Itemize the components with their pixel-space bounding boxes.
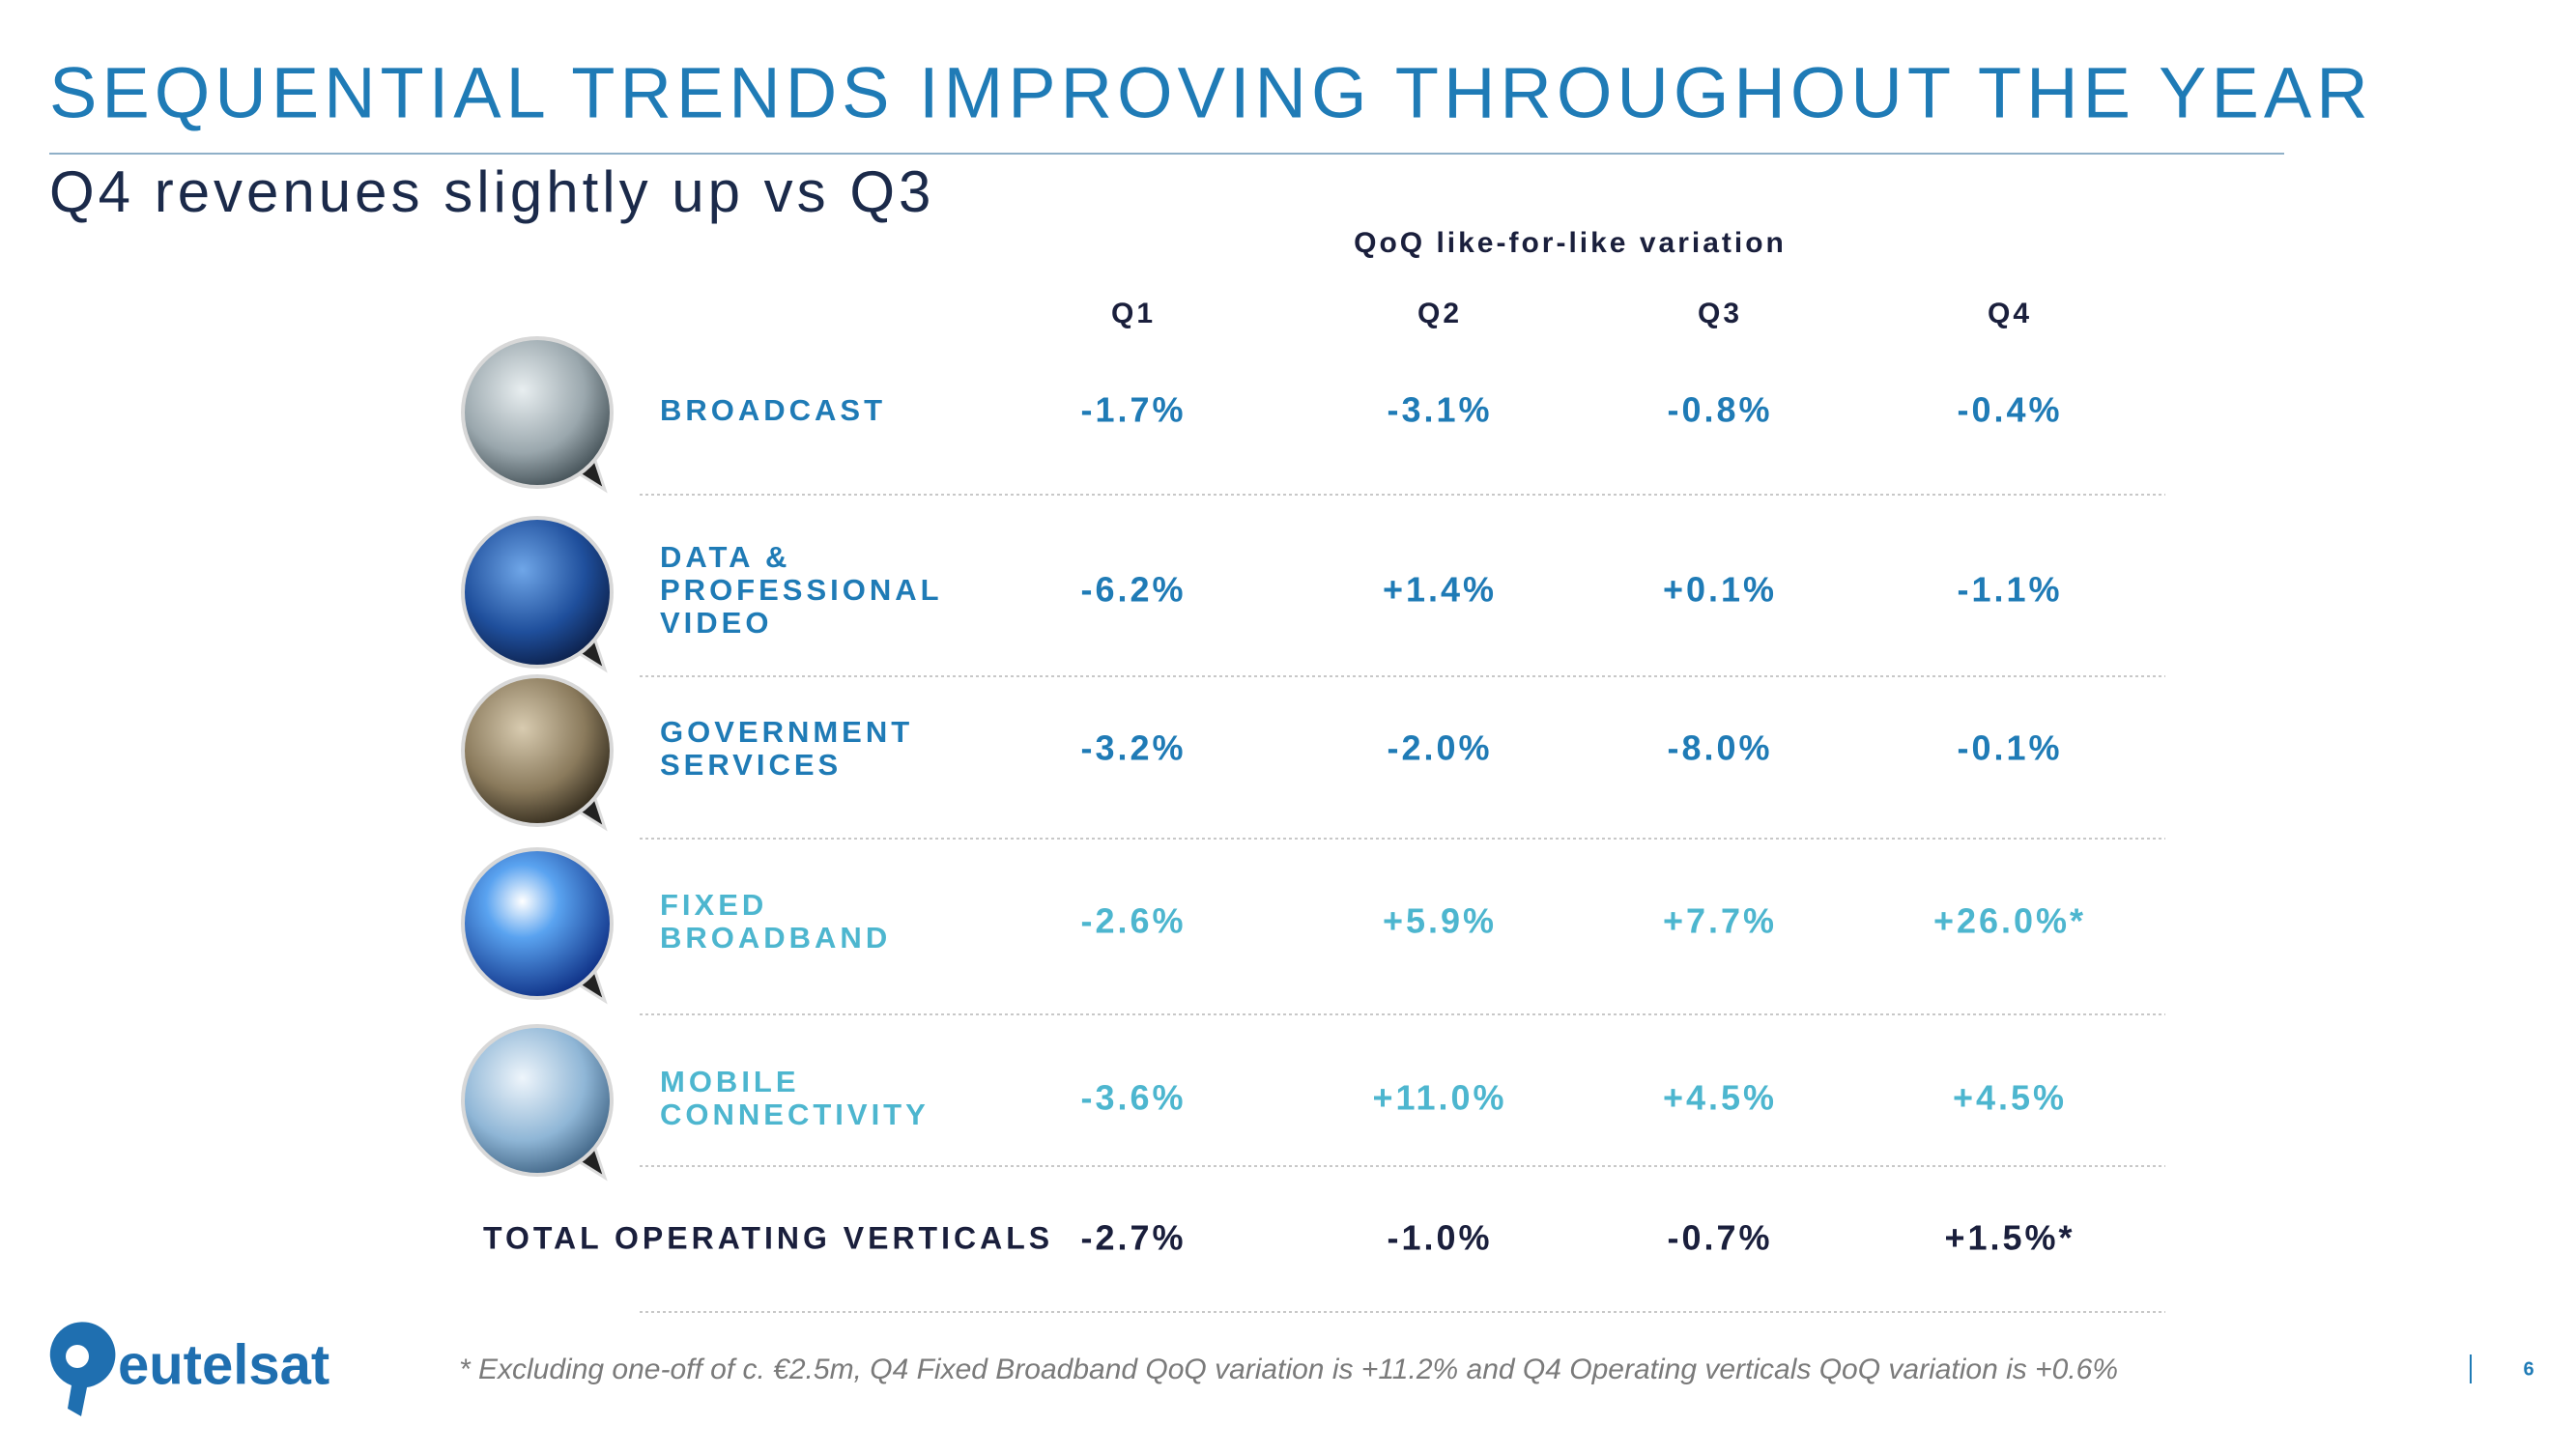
- column-header: Q1: [1111, 298, 1156, 329]
- total-value: -2.7%: [1080, 1218, 1186, 1258]
- row-label: BROADBAND: [660, 921, 891, 955]
- cell-value: -6.2%: [1080, 570, 1186, 610]
- logo-text: eutelsat: [118, 1333, 329, 1396]
- table-caption: QoQ like-for-like variation: [1354, 227, 1787, 259]
- total-value: -0.7%: [1667, 1218, 1772, 1258]
- logo: eutelsat: [49, 1322, 329, 1416]
- row-label: DATA &: [660, 540, 790, 574]
- row-icon: [461, 1024, 614, 1177]
- cell-value: -0.8%: [1667, 390, 1772, 430]
- page-number: 6: [2523, 1358, 2533, 1380]
- slide-subtitle: Q4 revenues slightly up vs Q3: [49, 159, 934, 224]
- cell-value: -2.0%: [1387, 728, 1492, 768]
- row-label: BROADCAST: [660, 393, 886, 427]
- logo-icon: [49, 1322, 116, 1416]
- total-value: -1.0%: [1387, 1218, 1492, 1258]
- cell-value: +0.1%: [1663, 570, 1777, 610]
- row-icon: [461, 847, 614, 1000]
- cell-value: -0.4%: [1957, 390, 2062, 430]
- row-label: FIXED: [660, 888, 767, 922]
- slide-title: SEQUENTIAL TRENDS IMPROVING THROUGHOUT T…: [49, 53, 2373, 133]
- cell-value: +1.4%: [1383, 570, 1497, 610]
- row-icon: [461, 516, 614, 669]
- footnote: * Excluding one-off of c. €2.5m, Q4 Fixe…: [459, 1354, 2118, 1385]
- row-label: VIDEO: [660, 606, 772, 640]
- cell-value: +4.5%: [1663, 1078, 1777, 1118]
- row-label: PROFESSIONAL: [660, 573, 943, 607]
- cell-value: +11.0%: [1372, 1078, 1506, 1118]
- cell-value: +26.0%*: [1933, 901, 2086, 941]
- row-label: GOVERNMENT: [660, 715, 913, 749]
- total-value: +1.5%*: [1944, 1218, 2075, 1258]
- column-header: Q3: [1698, 298, 1742, 329]
- cell-value: -3.1%: [1387, 390, 1492, 430]
- cell-value: -3.2%: [1080, 728, 1186, 768]
- total-label: TOTAL OPERATING VERTICALS: [483, 1220, 1053, 1255]
- row-icon: [461, 674, 614, 827]
- row-label: CONNECTIVITY: [660, 1098, 930, 1131]
- cell-value: -8.0%: [1667, 728, 1772, 768]
- cell-value: -1.7%: [1080, 390, 1186, 430]
- cell-value: -2.6%: [1080, 901, 1186, 941]
- cell-value: +7.7%: [1663, 901, 1777, 941]
- row-label: MOBILE: [660, 1065, 800, 1098]
- row-icon: [461, 336, 614, 489]
- row-label: SERVICES: [660, 748, 842, 782]
- cell-value: +5.9%: [1383, 901, 1497, 941]
- cell-value: -3.6%: [1080, 1078, 1186, 1118]
- cell-value: +4.5%: [1953, 1078, 2067, 1118]
- logo-icon-hole: [66, 1345, 89, 1368]
- cell-value: -1.1%: [1957, 570, 2062, 610]
- column-header: Q4: [1988, 298, 2032, 329]
- cell-value: -0.1%: [1957, 728, 2062, 768]
- column-header: Q2: [1417, 298, 1462, 329]
